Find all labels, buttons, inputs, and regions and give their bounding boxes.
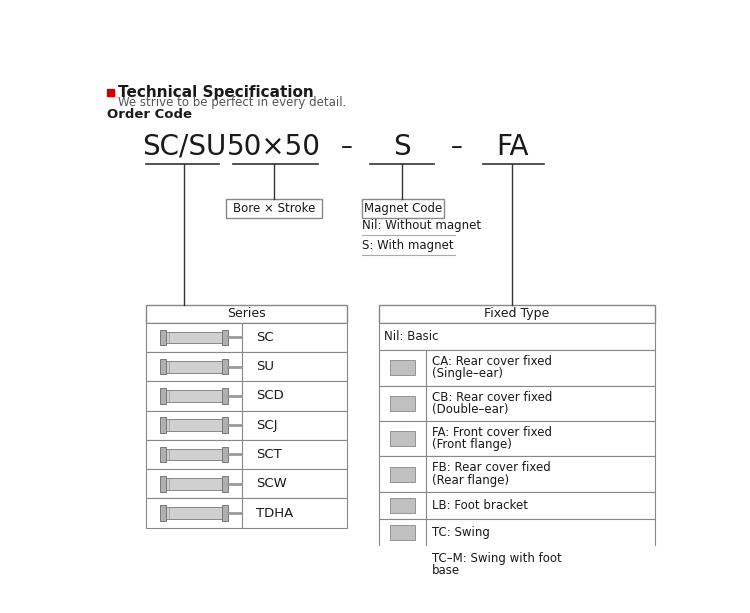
Bar — [160, 359, 166, 375]
Bar — [146, 440, 346, 469]
Text: FA: FA — [496, 133, 529, 161]
Text: SCT: SCT — [256, 448, 282, 461]
Bar — [222, 417, 228, 433]
Bar — [166, 449, 222, 460]
Bar — [146, 498, 346, 528]
Text: TC–M: Swing with foot: TC–M: Swing with foot — [432, 552, 562, 565]
Text: Fixed Type: Fixed Type — [484, 307, 549, 321]
Text: Magnet Code: Magnet Code — [364, 202, 442, 215]
Bar — [146, 352, 346, 381]
Bar — [389, 557, 416, 572]
Bar — [226, 199, 322, 218]
Bar — [222, 388, 228, 404]
Bar — [146, 323, 346, 352]
Text: SCW: SCW — [256, 478, 287, 490]
Bar — [160, 476, 166, 492]
Bar — [222, 476, 228, 492]
Text: FA: Front cover fixed: FA: Front cover fixed — [432, 426, 552, 439]
Text: TC: Swing: TC: Swing — [432, 527, 490, 539]
Bar — [379, 421, 655, 456]
Text: SC: SC — [256, 331, 274, 344]
Bar — [379, 519, 655, 547]
Bar — [166, 478, 222, 490]
Bar — [166, 361, 222, 373]
Bar — [166, 332, 222, 343]
Text: S: S — [393, 133, 411, 161]
Bar — [166, 390, 222, 402]
Text: Nil: Basic: Nil: Basic — [384, 330, 439, 343]
Text: base: base — [432, 564, 460, 577]
Bar — [362, 199, 444, 218]
Text: We strive to be perfect in every detail.: We strive to be perfect in every detail. — [118, 96, 346, 109]
Bar — [389, 525, 416, 541]
Bar — [106, 89, 114, 96]
Bar — [379, 350, 655, 386]
Bar — [389, 396, 416, 411]
Text: Order Code: Order Code — [106, 108, 191, 121]
Text: Nil: Without magnet: Nil: Without magnet — [362, 219, 482, 232]
Text: Technical Specification: Technical Specification — [118, 85, 314, 100]
Text: Series: Series — [227, 307, 266, 321]
Text: SC/SU: SC/SU — [142, 133, 226, 161]
Text: S: With magnet: S: With magnet — [362, 239, 454, 252]
Text: (Front flange): (Front flange) — [432, 438, 512, 451]
Text: CB: Rear cover fixed: CB: Rear cover fixed — [432, 390, 553, 403]
Bar — [379, 386, 655, 421]
Bar — [379, 305, 655, 323]
Text: SU: SU — [256, 360, 274, 373]
Text: SCJ: SCJ — [256, 419, 278, 432]
Bar — [389, 466, 416, 482]
Bar — [166, 507, 222, 519]
Text: –: – — [452, 135, 463, 159]
Text: LB: Foot bracket: LB: Foot bracket — [432, 499, 528, 512]
Text: (Single–ear): (Single–ear) — [432, 368, 503, 381]
Text: 50×50: 50×50 — [227, 133, 321, 161]
Text: FB: Rear cover fixed: FB: Rear cover fixed — [432, 462, 550, 474]
Bar — [389, 360, 416, 375]
Bar — [160, 330, 166, 345]
Bar — [389, 498, 416, 513]
Bar — [379, 456, 655, 492]
Bar — [160, 388, 166, 404]
Bar — [379, 492, 655, 519]
Bar — [379, 323, 655, 350]
Bar — [222, 330, 228, 345]
Text: (Rear flange): (Rear flange) — [432, 474, 509, 487]
Bar — [222, 505, 228, 521]
Text: Bore × Stroke: Bore × Stroke — [233, 202, 316, 215]
Bar — [222, 359, 228, 375]
Bar — [222, 447, 228, 462]
Text: CA: Rear cover fixed: CA: Rear cover fixed — [432, 355, 552, 368]
Bar — [146, 411, 346, 440]
Bar — [160, 447, 166, 462]
Text: TDHA: TDHA — [256, 506, 294, 519]
Bar — [146, 381, 346, 411]
Bar — [160, 505, 166, 521]
Bar — [160, 417, 166, 433]
Text: SCD: SCD — [256, 389, 284, 403]
Bar — [379, 547, 655, 582]
Bar — [389, 431, 416, 446]
Text: –: – — [340, 135, 352, 159]
Bar — [146, 469, 346, 498]
Bar — [166, 419, 222, 431]
Text: (Double–ear): (Double–ear) — [432, 403, 508, 416]
Bar — [146, 305, 346, 323]
